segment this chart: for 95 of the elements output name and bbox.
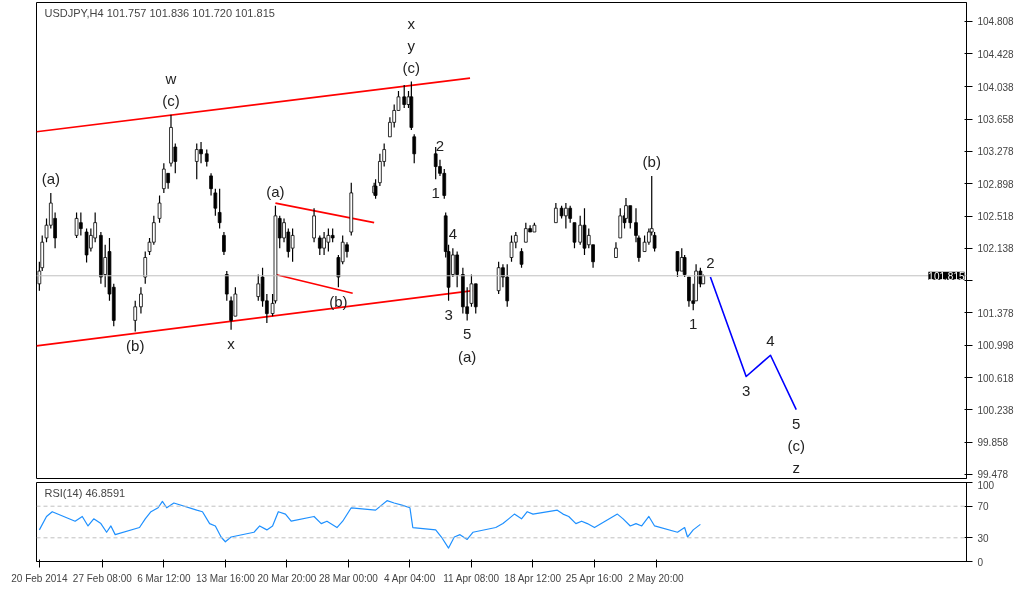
- annotation: 2: [706, 254, 715, 272]
- annotation: (c): [402, 59, 421, 77]
- annotation: x: [407, 15, 416, 33]
- x-tick-label: 11 Apr 08:00: [443, 572, 500, 584]
- candlestick: [84, 228, 89, 264]
- candlestick: [290, 228, 295, 263]
- annotation: w: [164, 70, 177, 88]
- y-tick-label: 100: [977, 479, 995, 491]
- y-tick-label: 102.898: [977, 178, 1015, 190]
- candlestick: [143, 250, 148, 285]
- chart-title: USDJPY,H4 101.757 101.836 101.720 101.815: [44, 6, 275, 19]
- annotation: (c): [787, 437, 805, 455]
- annotation: y: [407, 37, 416, 55]
- x-tick-label: 6 Mar 12:00: [137, 572, 191, 584]
- y-tick-label: 99.858: [977, 437, 1009, 449]
- candlestick: [433, 146, 438, 180]
- line-series: [709, 276, 798, 411]
- annotation: z: [792, 459, 800, 477]
- x-tick-label: 2 May 20:00: [628, 572, 684, 584]
- candlestick: [194, 143, 199, 180]
- x-tick-label: 25 Apr 16:00: [565, 572, 624, 584]
- annotation: 1: [689, 315, 698, 333]
- candlestick: [157, 194, 162, 224]
- y-tick-label: 100.618: [977, 372, 1015, 384]
- y-tick-label: 102.138: [977, 243, 1015, 255]
- candlestick: [229, 296, 233, 331]
- x-tick-label: 13 Mar 16:00: [195, 572, 256, 584]
- candlestick: [312, 207, 316, 243]
- annotation: (c): [162, 92, 180, 110]
- y-tick-label: 100.238: [977, 404, 1015, 416]
- y-tick-label: 104.808: [977, 16, 1015, 28]
- y-tick-label: 99.478: [977, 469, 1009, 481]
- candlestick: [224, 270, 229, 302]
- line-series: [38, 500, 701, 549]
- x-tick-label: 20 Feb 2014: [11, 572, 68, 584]
- candlestick: [582, 207, 587, 256]
- annotation: x: [227, 335, 236, 353]
- annotation: (b): [642, 153, 661, 171]
- candlestick: [162, 162, 166, 194]
- candlestick: [199, 141, 203, 164]
- annotation: 5: [792, 414, 801, 432]
- chart-title: RSI(14) 46.8591: [44, 486, 126, 499]
- candlestick: [682, 254, 687, 278]
- candlestick: [322, 231, 326, 256]
- candlestick: [217, 188, 222, 230]
- candlestick: [652, 231, 657, 253]
- y-tick-label: 0: [977, 556, 984, 568]
- candlestick: [455, 250, 459, 288]
- candlestick: [412, 133, 417, 164]
- annotation: 5: [462, 325, 472, 343]
- candlestick: [222, 231, 226, 256]
- candlestick: [317, 234, 322, 256]
- annotation: 4: [448, 225, 458, 243]
- annotation: 3: [444, 305, 453, 323]
- y-tick-label: 103.658: [977, 114, 1015, 126]
- candlestick: [618, 207, 623, 239]
- y-tick-label: 104.428: [977, 48, 1015, 60]
- annotation: (a): [266, 183, 285, 201]
- x-tick-label: 27 Feb 08:00: [72, 572, 133, 584]
- y-tick-label: 100.998: [977, 340, 1015, 352]
- x-tick-label: 20 Mar 20:00: [257, 572, 317, 584]
- annotation: (b): [329, 292, 348, 310]
- y-tick-label: 104.038: [977, 81, 1015, 93]
- candlestick: [687, 276, 691, 308]
- candlestick: [675, 250, 680, 278]
- candlestick: [564, 202, 568, 230]
- annotation: 4: [766, 332, 775, 350]
- candlestick: [326, 228, 331, 253]
- x-tick-label: 18 Apr 12:00: [504, 572, 562, 584]
- y-tick-label: 101.378: [977, 307, 1015, 319]
- annotation: (a): [458, 347, 477, 365]
- annotation: 3: [741, 381, 751, 399]
- candlestick: [519, 247, 524, 269]
- candlestick: [139, 286, 143, 315]
- candlestick: [523, 222, 528, 243]
- y-tick-label: 30: [977, 532, 990, 544]
- candlestick: [554, 202, 558, 224]
- y-tick-label: 70: [977, 501, 990, 513]
- annotation: (a): [41, 170, 60, 188]
- candlestick: [74, 211, 79, 239]
- candlestick: [509, 234, 514, 263]
- candlestick: [473, 283, 478, 315]
- annotation: (b): [126, 336, 145, 354]
- candlestick: [256, 273, 261, 302]
- y-tick-label: 102.518: [977, 211, 1015, 223]
- candlestick: [133, 300, 138, 333]
- candlestick: [505, 263, 510, 308]
- y-tick-label: 103.278: [977, 146, 1015, 158]
- candlestick: [496, 261, 501, 295]
- ref-line-label: 101.815: [928, 270, 965, 282]
- annotation: 2: [435, 136, 445, 154]
- candlestick: [378, 153, 382, 187]
- x-tick-label: 28 Mar 00:00: [318, 572, 379, 584]
- x-tick-label: 4 Apr 04:00: [384, 572, 436, 584]
- annotation: 1: [431, 184, 440, 202]
